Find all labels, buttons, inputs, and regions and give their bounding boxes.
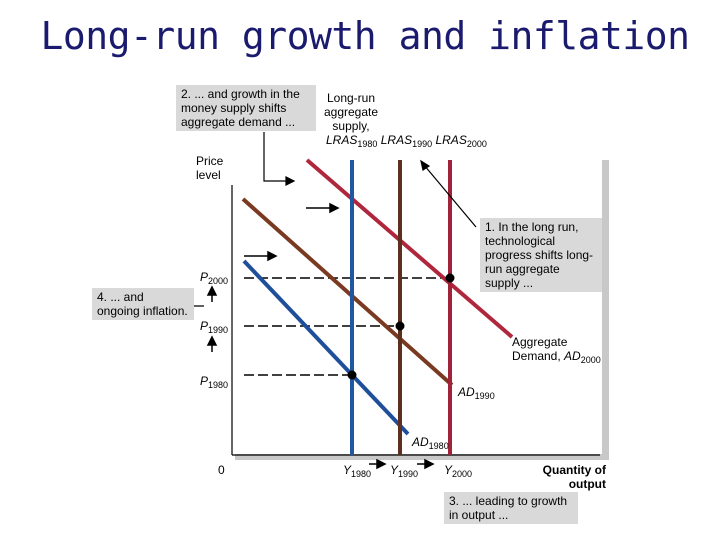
ad-1980-label: AD1980	[412, 435, 449, 451]
origin-label: 0	[218, 463, 225, 477]
price-1980-label: P1980	[200, 374, 229, 390]
x-axis-label: Quantity of output	[542, 463, 606, 491]
ad-2000-curve	[305, 158, 514, 339]
ad-2000-label: Aggregate Demand, AD2000	[512, 335, 601, 365]
plot-shadow-bottom	[235, 454, 609, 460]
ad-1990-curve	[241, 197, 454, 387]
note-inflation: 4. ... and ongoing inflation.	[92, 288, 194, 320]
lras-2000-label: LRAS	[435, 133, 467, 147]
plot-shadow	[602, 160, 609, 460]
lras-label-items: LRAS1980 LRAS1990 LRAS2000	[326, 133, 487, 149]
y-1990-label: Y1990	[390, 463, 419, 479]
callout-leaders	[186, 132, 477, 307]
y-2000-label: Y2000	[444, 463, 473, 479]
equilibrium-1980	[347, 370, 357, 380]
note-tech-progress: 1. In the long run, technological progre…	[480, 218, 602, 292]
note-money-supply: 2. ... and growth in the money supply sh…	[176, 85, 316, 131]
lras-label-prefix: Long-run aggregate supply,	[323, 91, 379, 133]
lras-label: Long-run aggregate supply, LRAS1980 LRAS…	[318, 91, 488, 151]
lras-1990-label: LRAS	[380, 133, 413, 147]
lras-1980-label: LRAS	[326, 133, 358, 147]
price-2000-label: P2000	[200, 270, 229, 286]
ad-shift-arrows	[244, 202, 340, 262]
ad-1990-label: AD1990	[458, 385, 495, 401]
ad-1980-curve	[242, 259, 410, 436]
y-1980-label: Y1980	[343, 463, 372, 479]
price-1990-label: P1990	[200, 319, 229, 335]
page-title: Long-run growth and inflation	[40, 14, 690, 58]
equilibrium-1990	[395, 321, 405, 331]
equilibrium-2000	[445, 273, 455, 283]
price-rise-arrows	[206, 285, 218, 352]
note-output-growth: 3. ... leading to growth in output ...	[444, 492, 578, 524]
y-axis-label: Price level	[196, 154, 224, 182]
output-shift-arrows	[369, 458, 435, 470]
